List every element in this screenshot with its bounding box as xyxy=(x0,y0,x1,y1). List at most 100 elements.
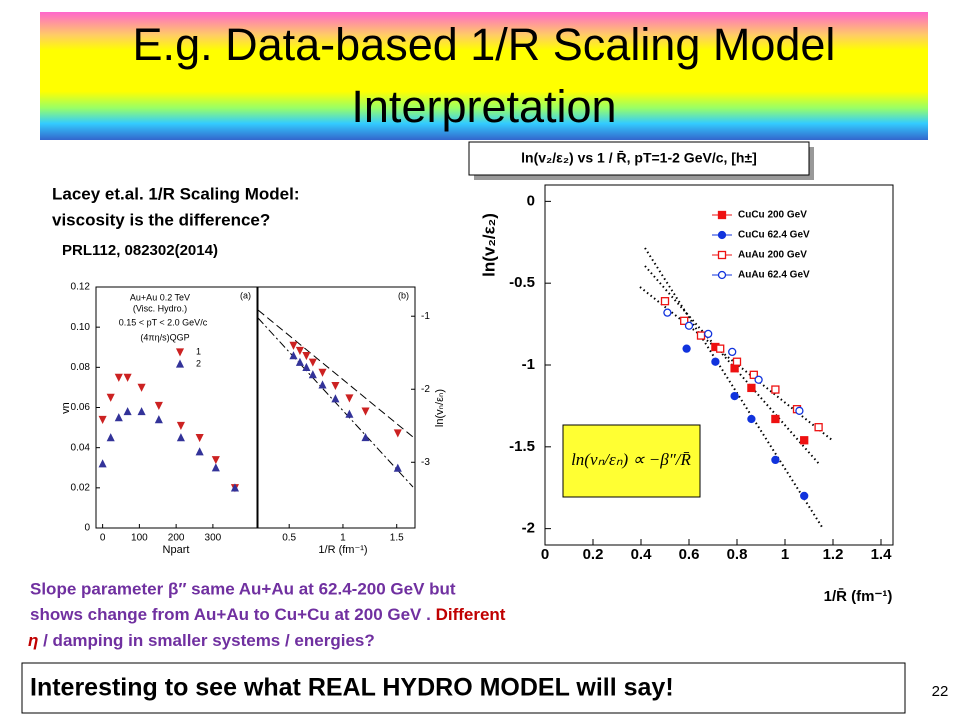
callout: Interesting to see what REAL HYDRO MODEL… xyxy=(30,674,674,702)
chart-title: ln(v₂/ε₂) vs 1 / R̄, pT=1-2 GeV/c, [h±] xyxy=(521,149,757,166)
summary-part: η xyxy=(28,631,38,650)
data-point xyxy=(114,413,123,422)
summary: Slope parameter β″ same Au+Au at 62.4-20… xyxy=(30,579,456,598)
y-tick-label: 0 xyxy=(84,523,90,534)
data-point xyxy=(663,308,672,317)
legend-label: AuAu 200 GeV xyxy=(738,250,807,261)
data-point xyxy=(318,380,327,389)
equation: ln(vₙ/εₙ) ∝ −β″/R̄ xyxy=(571,450,691,469)
x-tick-label: 0.2 xyxy=(583,546,604,563)
data-point xyxy=(318,368,327,377)
panel-frame xyxy=(257,286,416,529)
data-point xyxy=(680,316,689,325)
data-point xyxy=(175,359,185,368)
data-point xyxy=(393,429,402,438)
data-point xyxy=(331,394,340,403)
y-tick-label: -0.5 xyxy=(509,274,535,291)
annotation: 0.15 < pT < 2.0 GeV/c xyxy=(119,317,208,327)
data-point xyxy=(195,447,204,456)
data-point xyxy=(728,347,737,357)
title-line: E.g. Data-based 1/R Scaling Model xyxy=(133,19,836,70)
x-tick-label: 1 xyxy=(781,546,789,563)
data-point xyxy=(660,297,670,306)
y-tick-label: -2 xyxy=(421,384,430,395)
x-tick-label: 1.2 xyxy=(823,546,844,563)
data-point xyxy=(295,357,304,366)
y-tick-label: -1 xyxy=(522,356,535,373)
x-tick-label: 100 xyxy=(131,533,148,544)
data-point xyxy=(302,351,311,361)
x-axis-label: Npart xyxy=(163,544,190,556)
y-tick-label: 0.04 xyxy=(71,442,91,453)
title-banner xyxy=(40,12,928,140)
data-point xyxy=(730,391,739,401)
summary-part: shows change from Au+Au to Cu+Cu at 200 … xyxy=(30,605,436,624)
data-point xyxy=(732,357,742,366)
reference: PRL112, 082302(2014) xyxy=(62,242,218,259)
data-point xyxy=(308,370,317,379)
page-number: 22 xyxy=(932,683,949,700)
summary: shows change from Au+Au to Cu+Cu at 200 … xyxy=(30,605,506,624)
equation-box xyxy=(562,424,701,498)
data-point xyxy=(289,351,298,360)
data-point xyxy=(716,344,725,353)
y-tick-label: 0.02 xyxy=(71,482,91,493)
data-point xyxy=(771,455,780,465)
summary: η / damping in smaller systems / energie… xyxy=(28,631,375,650)
summary-part: / damping in smaller systems / energies? xyxy=(38,631,374,650)
data-point xyxy=(230,483,239,492)
data-point xyxy=(176,433,185,442)
x-axis-label: 1/R̄ (fm⁻¹) xyxy=(824,587,893,605)
legend-label: CuCu 200 GeV xyxy=(738,210,807,221)
data-point xyxy=(211,456,220,465)
data-point xyxy=(154,415,163,424)
data-point xyxy=(361,432,370,442)
legend-title: (4πη/s)QGP xyxy=(140,332,189,342)
annotation: Au+Au 0.2 TeV xyxy=(130,292,190,302)
data-point xyxy=(704,329,713,339)
annotation: (Visc. Hydro.) xyxy=(133,303,187,313)
model-lines xyxy=(257,309,414,488)
data-point xyxy=(302,362,311,371)
callout-box xyxy=(21,662,906,714)
data-point xyxy=(211,463,220,472)
data-point xyxy=(771,385,780,394)
data-point xyxy=(814,423,823,432)
panel-tag: (a) xyxy=(240,290,251,300)
y-tick-label: 0.10 xyxy=(71,322,91,333)
data-point xyxy=(747,414,756,424)
data-point xyxy=(717,250,727,260)
x-tick-label: 0 xyxy=(100,533,106,544)
citation: viscosity is the difference? xyxy=(52,210,270,229)
y-tick-label: 0.08 xyxy=(71,362,91,373)
data-point xyxy=(123,373,132,382)
data-point xyxy=(295,346,304,355)
y-axis-label: ln(vₙ/εₙ) xyxy=(434,389,446,427)
data-point xyxy=(137,383,146,392)
chart-title-box xyxy=(468,141,810,176)
data-point xyxy=(331,381,340,391)
data-point xyxy=(682,344,691,353)
data-point xyxy=(800,491,809,501)
y-tick-label: 0.12 xyxy=(71,282,91,293)
y-tick-label: -1 xyxy=(421,311,430,322)
y-tick-label: -2 xyxy=(522,520,535,537)
data-point xyxy=(98,415,107,425)
panel-tag: (b) xyxy=(398,290,409,300)
legend-label: 1 xyxy=(196,346,201,356)
data-point xyxy=(795,406,804,415)
data-point xyxy=(345,409,354,418)
data-point xyxy=(176,421,185,431)
data-point xyxy=(800,436,809,445)
y-tick-label: -1.5 xyxy=(509,438,535,455)
data-point xyxy=(393,463,402,472)
data-point xyxy=(345,394,354,403)
data-point xyxy=(361,407,370,416)
data-point xyxy=(195,433,204,443)
legend-label: 2 xyxy=(196,358,201,368)
data-point xyxy=(711,357,720,366)
title-line: Interpretation xyxy=(351,81,616,132)
data-point xyxy=(717,230,727,240)
data-point xyxy=(754,375,763,384)
